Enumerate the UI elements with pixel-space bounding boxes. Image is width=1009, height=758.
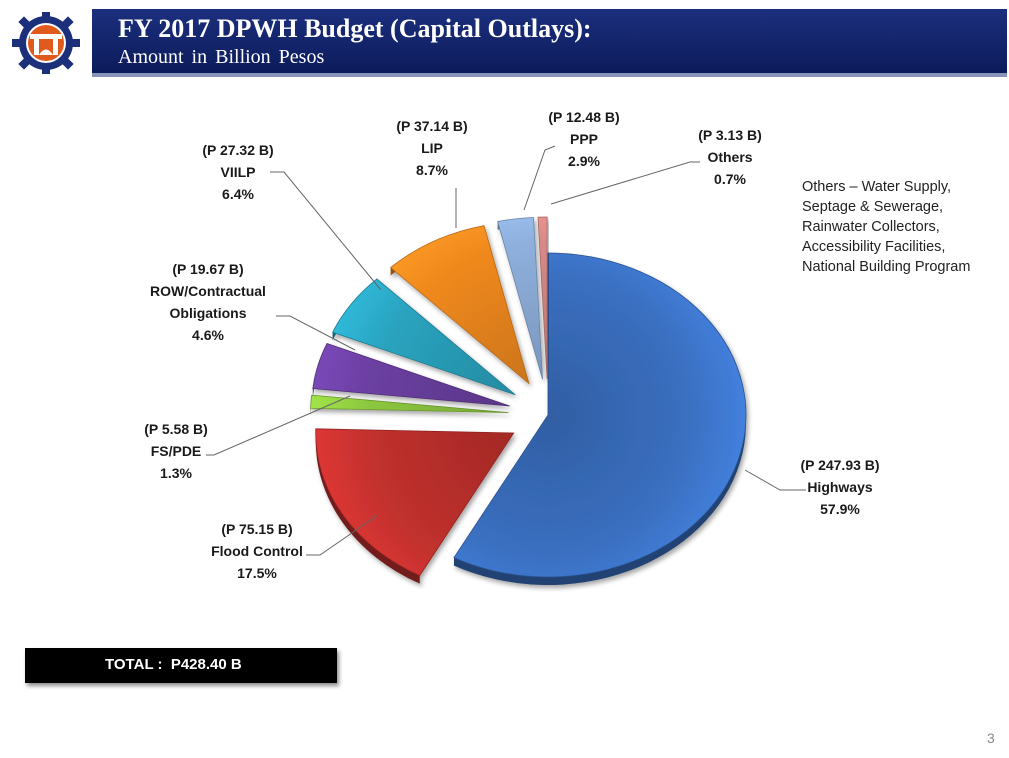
- leader-line-viilp: [270, 171, 382, 291]
- leader-line-flood-control: [306, 514, 379, 556]
- slice-label-percent-lip: 8.7%: [416, 162, 448, 178]
- slice-label-percent-fs-pde: 1.3%: [160, 465, 192, 481]
- slice-label-amount-highways: (P 247.93 B): [800, 457, 879, 473]
- slice-label-percent-highways: 57.9%: [820, 501, 860, 517]
- total-box: TOTAL : P428.40 B: [25, 648, 337, 683]
- pie-slice-others: [537, 216, 548, 380]
- pie-slice-lip: [389, 225, 530, 385]
- slice-label-percent-viilp: 6.4%: [222, 186, 254, 202]
- pie-slice-face: [312, 342, 510, 407]
- pie-slice-face: [310, 394, 509, 413]
- pie-slice-face: [389, 225, 530, 385]
- page-title: FY 2017 DPWH Budget (Capital Outlays):: [118, 14, 592, 43]
- pie-slice-highways: [453, 252, 747, 585]
- slice-label-name-ppp: PPP: [570, 131, 598, 147]
- pie-slice-face: [497, 217, 543, 380]
- slice-label-percent-row-contractual-obligations: 4.6%: [192, 327, 224, 343]
- slice-label-percent-flood-control: 17.5%: [237, 565, 277, 581]
- slice-label-amount-lip: (P 37.14 B): [396, 118, 467, 134]
- title-bar: FY 2017 DPWH Budget (Capital Outlays): A…: [92, 9, 1007, 77]
- pie-slice-flood-control: [315, 428, 515, 584]
- leader-line-row-contractual-obligations: [276, 315, 356, 351]
- slice-label-name-others: Others: [707, 149, 752, 165]
- page-number: 3: [987, 730, 995, 746]
- leader-line-others: [550, 161, 700, 205]
- leader-line-highways: [744, 469, 806, 491]
- slice-label-amount-fs-pde: (P 5.58 B): [144, 421, 208, 437]
- pie-slice-face: [537, 216, 548, 380]
- slice-label-amount-viilp: (P 27.32 B): [202, 142, 273, 158]
- others-note: Others – Water Supply, Septage & Sewerag…: [802, 179, 971, 275]
- pie-slice-viilp: [332, 278, 516, 396]
- pie-slice-ppp: [497, 217, 543, 380]
- pie-slice-fs-pde: [310, 394, 509, 417]
- leader-line-fs-pde: [206, 395, 351, 456]
- dpwh-logo: [12, 12, 80, 74]
- gear-icon: [12, 12, 80, 74]
- slice-label-amount-row-contractual-obligations: (P 19.67 B): [172, 261, 243, 277]
- pie-slice-face: [453, 252, 747, 578]
- slice-label-name-lip: LIP: [421, 140, 443, 156]
- slice-label-name-viilp: VIILP: [220, 164, 255, 180]
- slice-label-percent-ppp: 2.9%: [568, 153, 600, 169]
- pie-slice-face: [332, 278, 516, 396]
- slice-label-name-row-contractual-obligations: Obligations: [170, 305, 247, 321]
- slice-label-amount-flood-control: (P 75.15 B): [221, 521, 292, 537]
- total-label: TOTAL : P428.40 B: [105, 656, 242, 673]
- pie-slice-row-contractual-obligations: [312, 342, 510, 407]
- pie-slice-face: [315, 428, 515, 577]
- slice-label-name-row-contractual-obligations: ROW/Contractual: [150, 283, 266, 299]
- slice-label-amount-others: (P 3.13 B): [698, 127, 762, 143]
- leader-line-ppp: [523, 145, 556, 211]
- slice-label-percent-others: 0.7%: [714, 171, 746, 187]
- pie-slice-side: [315, 428, 420, 584]
- slice-label-name-flood-control: Flood Control: [211, 543, 303, 559]
- slice-label-name-fs-pde: FS/PDE: [151, 443, 202, 459]
- slice-label-name-highways: Highways: [807, 479, 873, 495]
- page-subtitle: Amount in Billion Pesos: [118, 46, 325, 68]
- slice-label-amount-ppp: (P 12.48 B): [548, 109, 619, 125]
